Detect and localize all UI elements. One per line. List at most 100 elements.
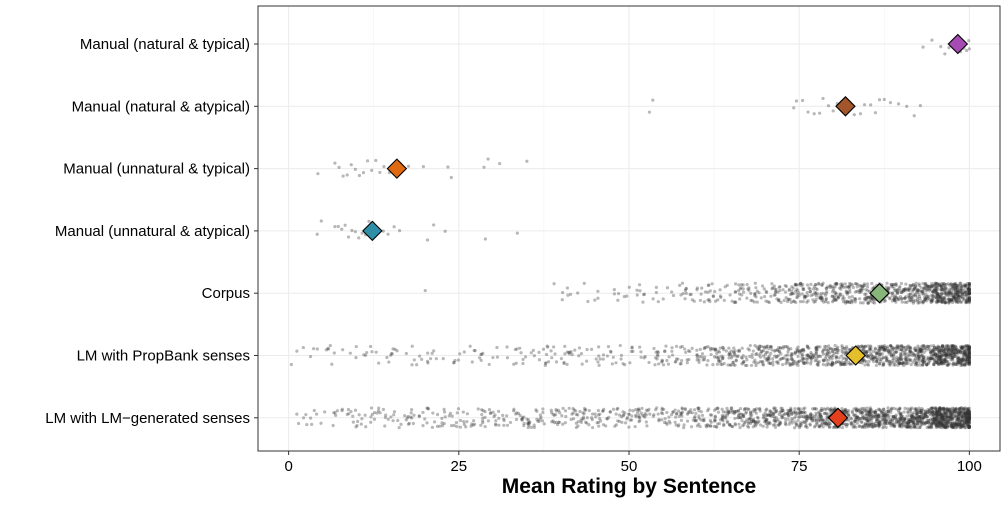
data-point <box>753 292 757 296</box>
data-point <box>901 421 905 425</box>
data-point <box>830 363 834 367</box>
data-point <box>715 351 719 355</box>
data-point <box>850 301 854 305</box>
data-point <box>733 352 737 356</box>
data-point <box>908 345 913 350</box>
data-point <box>685 412 690 416</box>
data-point <box>909 295 913 300</box>
data-point <box>900 297 904 301</box>
data-point <box>741 424 745 428</box>
data-point <box>570 352 574 357</box>
data-point <box>904 282 908 286</box>
data-point <box>753 281 757 285</box>
data-point <box>841 362 845 366</box>
data-point <box>928 287 932 291</box>
data-point <box>921 301 925 305</box>
data-point <box>967 281 971 286</box>
data-point <box>423 288 427 293</box>
data-point <box>944 356 948 360</box>
data-point <box>707 283 711 287</box>
category-label: Manual (unnatural & atypical) <box>55 223 250 240</box>
data-point <box>966 287 970 291</box>
data-point <box>769 345 774 349</box>
data-point <box>713 348 718 352</box>
data-point <box>965 299 969 303</box>
data-point <box>771 363 775 367</box>
data-point <box>763 352 768 356</box>
data-point <box>929 293 933 298</box>
data-point <box>652 413 656 417</box>
data-point <box>912 287 916 292</box>
data-point <box>850 283 854 287</box>
data-point <box>443 229 447 233</box>
data-point <box>465 412 469 416</box>
data-point <box>892 352 896 356</box>
data-point <box>914 286 918 290</box>
data-point <box>783 411 787 416</box>
data-point <box>487 362 491 367</box>
data-point <box>916 289 920 293</box>
data-point <box>614 412 618 416</box>
data-point <box>843 356 847 360</box>
data-point <box>853 282 858 286</box>
data-point <box>566 293 570 297</box>
data-point <box>822 359 826 363</box>
data-point <box>931 294 935 299</box>
data-point <box>924 287 928 291</box>
data-point <box>814 283 818 287</box>
data-point <box>961 422 965 426</box>
data-point <box>943 354 948 358</box>
data-point <box>795 348 800 353</box>
data-point <box>932 349 936 353</box>
data-point <box>941 288 945 292</box>
data-point <box>412 358 416 362</box>
data-point <box>834 282 838 286</box>
data-point <box>899 357 903 361</box>
data-point <box>801 357 805 361</box>
data-point <box>877 98 882 102</box>
data-point <box>670 349 674 353</box>
data-point <box>833 285 837 289</box>
data-point <box>766 350 770 354</box>
data-point <box>964 362 968 366</box>
data-point <box>332 351 336 355</box>
data-point <box>963 290 968 294</box>
data-point <box>934 411 938 415</box>
data-point <box>397 426 401 430</box>
x-tick-label: 75 <box>791 458 808 475</box>
data-point <box>776 348 780 352</box>
data-point <box>922 355 926 359</box>
data-point <box>967 295 971 300</box>
data-point <box>786 357 790 362</box>
data-point <box>789 353 793 357</box>
data-point <box>944 360 949 364</box>
data-point <box>907 345 911 349</box>
data-point <box>326 346 330 351</box>
data-point <box>590 347 594 351</box>
data-point <box>316 172 320 176</box>
data-point <box>833 343 837 348</box>
data-point <box>945 291 949 295</box>
data-point <box>925 363 929 367</box>
data-point <box>729 349 733 353</box>
data-point <box>965 354 969 358</box>
data-point <box>552 282 556 286</box>
data-point <box>684 350 688 355</box>
data-point <box>759 296 763 300</box>
data-point <box>805 344 809 348</box>
data-point <box>837 294 841 298</box>
data-point <box>861 348 865 352</box>
data-point <box>628 361 632 365</box>
data-point <box>948 299 953 303</box>
data-point <box>741 413 745 417</box>
data-point <box>859 345 863 349</box>
data-point <box>936 356 941 361</box>
data-point <box>390 351 394 356</box>
data-point <box>913 292 918 297</box>
data-point <box>957 298 962 303</box>
data-point <box>898 361 902 365</box>
data-point <box>582 281 586 285</box>
data-point <box>895 344 899 348</box>
data-point <box>881 361 886 365</box>
data-point <box>621 410 625 414</box>
